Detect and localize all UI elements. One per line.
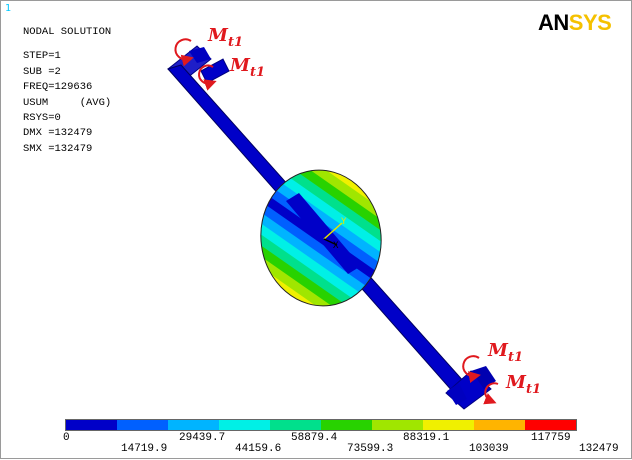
solution-info-panel: NODAL SOLUTION STEP=1 SUB =2 FREQ=129636… bbox=[23, 25, 111, 157]
moment-label-1: Mt1 bbox=[207, 25, 243, 50]
disc-contour-band bbox=[264, 162, 390, 264]
legend-label-lower-2: 73599.3 bbox=[347, 443, 394, 455]
disc-contour-band bbox=[252, 193, 390, 314]
legend-label-upper-2: 58879.4 bbox=[291, 432, 338, 444]
contour-legend-bar bbox=[65, 419, 577, 431]
moment-label-3: Mt1 bbox=[487, 340, 523, 365]
moment-label-4: Mt1 bbox=[505, 372, 541, 397]
legend-label-lower-0: 14719.9 bbox=[121, 443, 168, 455]
moment-arrow-2 bbox=[198, 64, 217, 91]
legend-label-lower-3: 103039 bbox=[469, 443, 509, 455]
legend-label-upper-1: 29439.7 bbox=[179, 432, 226, 444]
disc-contour-band bbox=[252, 163, 390, 287]
legend-label-lower-4: 132479 bbox=[579, 443, 619, 455]
info-line-sub: SUB =2 bbox=[23, 65, 61, 78]
ansys-logo: ANSYS bbox=[538, 10, 612, 35]
disc-contour-band bbox=[252, 200, 390, 314]
legend-color-segment bbox=[423, 420, 474, 430]
legend-label-upper-4: 117759 bbox=[531, 432, 571, 444]
moment-label-2: Mt1 bbox=[229, 55, 265, 80]
legend-label-lower-1: 44159.6 bbox=[235, 443, 282, 455]
legend-color-segment bbox=[219, 420, 270, 430]
disc-contour-band bbox=[252, 185, 390, 309]
moment-arrow-1 bbox=[174, 38, 194, 67]
moment-arrow-4 bbox=[483, 382, 499, 405]
legend-color-segment bbox=[372, 420, 423, 430]
disc-outline bbox=[260, 169, 382, 307]
moment-arrow-3 bbox=[462, 355, 481, 383]
disc-contour-band bbox=[252, 229, 373, 314]
legend-color-segment bbox=[117, 420, 168, 430]
triad-y-label: Y bbox=[341, 217, 347, 227]
info-line-step: STEP=1 bbox=[23, 50, 61, 63]
info-line-dmx: DMX =132479 bbox=[23, 127, 93, 140]
disc bbox=[252, 162, 390, 314]
disc-contour-band bbox=[252, 222, 378, 314]
legend-color-segment bbox=[525, 420, 576, 430]
window-number: 1 bbox=[5, 3, 12, 14]
legend-color-segment bbox=[321, 420, 372, 430]
info-line-freq: FREQ=129636 bbox=[23, 81, 93, 94]
beam-over-disc bbox=[286, 193, 361, 274]
info-line-rsys: RSYS=0 bbox=[23, 112, 61, 125]
legend-color-segment bbox=[66, 420, 117, 430]
triad-x-label: X bbox=[333, 241, 339, 251]
info-line-smx: SMX =132479 bbox=[23, 142, 93, 155]
legend-color-segment bbox=[168, 420, 219, 430]
legend-color-segment bbox=[270, 420, 321, 430]
solution-title: NODAL SOLUTION bbox=[23, 26, 112, 38]
legend-color-segment bbox=[474, 420, 525, 430]
info-line-usum: USUM (AVG) bbox=[23, 96, 112, 109]
legend-label-upper-0: 0 bbox=[63, 432, 70, 444]
coordinate-triad: Y X bbox=[323, 217, 347, 251]
legend-label-upper-3: 88319.1 bbox=[403, 432, 450, 444]
